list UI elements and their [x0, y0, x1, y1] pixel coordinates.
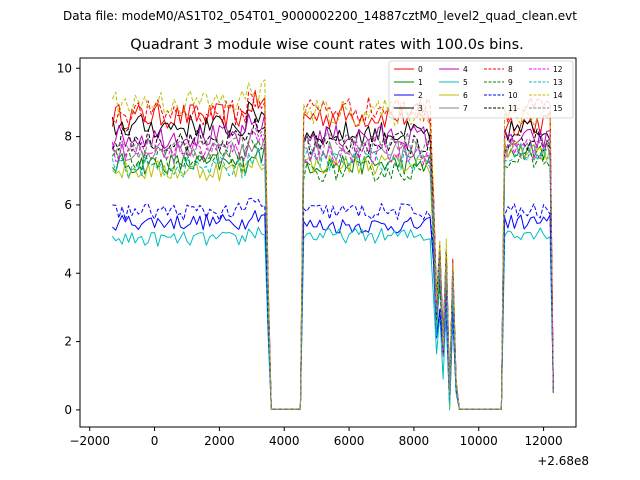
legend-box	[388, 60, 574, 119]
legend-label-2: 2	[418, 91, 423, 100]
chart-title: Quadrant 3 module wise count rates with …	[130, 37, 524, 53]
series-line-7	[112, 136, 554, 410]
series-line-13	[111, 143, 554, 410]
series-line-14	[111, 79, 554, 410]
legend-label-12: 12	[553, 65, 563, 74]
legend-label-7: 7	[463, 104, 468, 113]
chart-suptitle: Data file: modeM0/AS1T02_054T01_90000022…	[63, 9, 577, 23]
series-line-5	[111, 226, 554, 411]
y-tick-label: 0	[64, 403, 72, 417]
x-tick-label: 8000	[399, 434, 430, 448]
legend-label-0: 0	[418, 65, 423, 74]
y-tick-label: 4	[64, 266, 72, 280]
series-line-3	[111, 101, 554, 410]
legend-label-14: 14	[553, 91, 563, 100]
legend-label-3: 3	[418, 104, 423, 113]
x-tick-label: 4000	[269, 434, 300, 448]
x-tick-label: 12000	[524, 434, 562, 448]
x-tick-label: 0	[151, 434, 159, 448]
y-tick-label: 2	[64, 335, 72, 349]
axes-frame	[79, 57, 577, 428]
legend-label-8: 8	[508, 65, 513, 74]
series-line-9	[111, 139, 554, 410]
plot-lines	[111, 79, 554, 411]
series-line-15	[112, 126, 554, 410]
y-tick-label: 6	[64, 198, 72, 212]
y-tick-label: 8	[64, 130, 72, 144]
series-line-8	[111, 91, 554, 410]
legend-label-6: 6	[463, 91, 468, 100]
legend-label-10: 10	[508, 91, 518, 100]
series-line-6	[112, 140, 554, 410]
legend-label-15: 15	[553, 104, 563, 113]
series-line-12	[111, 129, 554, 410]
legend-label-5: 5	[463, 78, 468, 87]
legend-label-9: 9	[508, 78, 513, 87]
x-tick-label: −2000	[69, 434, 110, 448]
y-tick-label: 10	[57, 61, 72, 75]
legend-label-13: 13	[553, 78, 563, 87]
x-offset-label: +2.68e8	[537, 454, 589, 468]
legend-label-1: 1	[418, 78, 423, 87]
legend-label-11: 11	[508, 104, 518, 113]
x-tick-label: 10000	[460, 434, 498, 448]
x-tick-label: 6000	[334, 434, 365, 448]
legend-label-4: 4	[463, 65, 468, 74]
series-line-1	[112, 139, 554, 410]
series-line-10	[112, 197, 554, 410]
x-tick-label: 2000	[204, 434, 235, 448]
